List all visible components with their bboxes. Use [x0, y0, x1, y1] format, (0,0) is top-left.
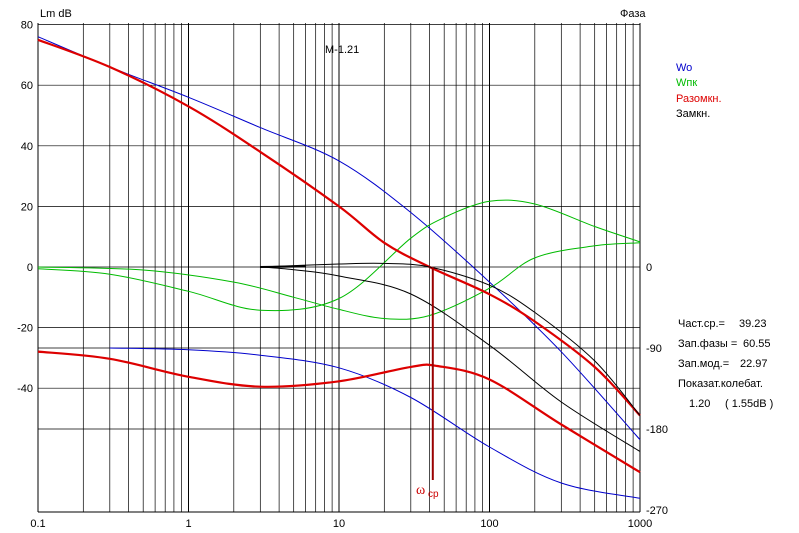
curves — [37, 36, 641, 499]
phase-tick-label: -270 — [646, 505, 668, 517]
y-tick-label: 20 — [21, 201, 33, 213]
series-line-open-loop-magnitude — [37, 38, 641, 417]
series-line-closed-loop-magnitude — [260, 262, 641, 416]
x-tick-label: 10 — [333, 518, 345, 530]
oscillation-label: Показат.колебат. — [678, 378, 763, 390]
legend: Wo Wпк Разомкн. Замкн. — [676, 62, 722, 120]
phase-axis-label: Фаза — [620, 8, 646, 20]
phase-tick-label: -90 — [646, 343, 662, 355]
crossover-freq-label: Част.ср.= — [678, 318, 725, 330]
crossover-subscript: ср — [428, 489, 439, 500]
y-tick-label: 60 — [21, 80, 33, 92]
y-tick-label: 0 — [27, 262, 33, 274]
phase-margin-label: Зап.фазы = — [678, 338, 738, 350]
gain-margin-label: Зап.мод.= — [678, 358, 730, 370]
series-line-open-loop-phase — [37, 350, 641, 474]
series-line-wpk-phase — [37, 199, 641, 312]
gain-margin-value: 22.97 — [740, 358, 768, 370]
x-tick-label: 0.1 — [30, 518, 45, 530]
oscillation-value: 1.20 — [689, 398, 711, 410]
y-tick-label: 40 — [21, 141, 33, 153]
annotation-top: M-1.21 — [325, 44, 359, 56]
y-tick-label: -20 — [17, 323, 33, 335]
phase-tick-label: 0 — [646, 262, 652, 274]
series-line-wo-magnitude — [37, 36, 641, 441]
legend-item-closed-loop: Замкн. — [676, 108, 710, 120]
crossover-freq-value: 39.23 — [739, 318, 767, 330]
series-line-closed-loop-phase — [260, 266, 641, 452]
legend-item-wo: Wo — [676, 62, 692, 74]
magnitude-axis-label: Lm dB — [40, 8, 72, 20]
oscillation-db: ( 1.55dB ) — [725, 398, 774, 410]
legend-item-open-loop: Разомкн. — [676, 93, 722, 105]
phase-tick-label: -180 — [646, 424, 668, 436]
grid — [37, 23, 641, 513]
crossover-label: ω ср — [416, 483, 439, 500]
x-tick-label: 100 — [480, 518, 498, 530]
series-line-wpk-magnitude — [37, 242, 641, 320]
axis-ticks: 80 60 40 20 0 -20 -40 0 -90 -180 -270 0.1 1 10 100 1000 — [17, 20, 668, 530]
series-line-wo-phase — [109, 347, 641, 499]
y-tick-label: -40 — [17, 383, 33, 395]
x-tick-label: 1000 — [628, 518, 652, 530]
phase-margin-value: 60.55 — [743, 338, 771, 350]
y-tick-label: 80 — [21, 20, 33, 32]
legend-item-wpk: Wпк — [676, 77, 697, 89]
x-tick-label: 1 — [185, 518, 191, 530]
crossover-symbol: ω — [416, 483, 425, 498]
series-line-closed-loop-start — [260, 265, 306, 268]
